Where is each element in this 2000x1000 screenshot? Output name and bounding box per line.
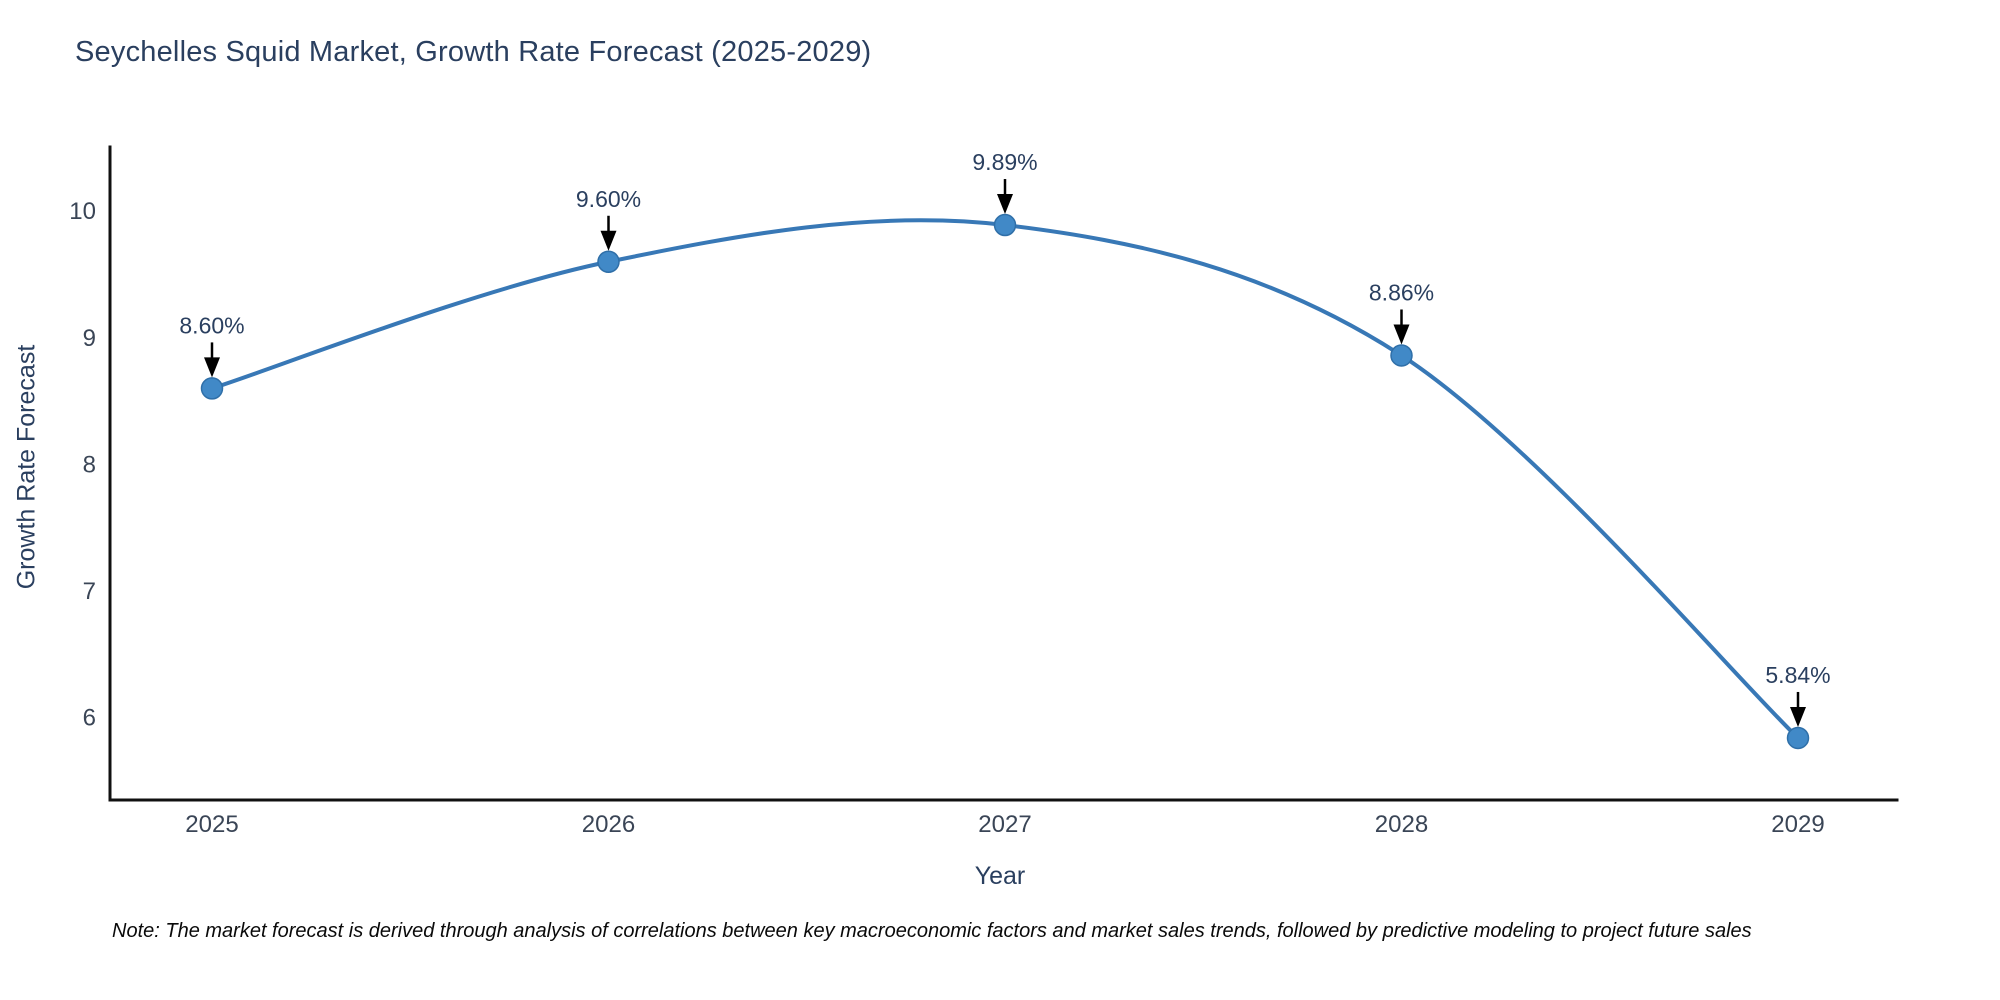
forecast-line [210, 218, 1800, 740]
footnote: Note: The market forecast is derived thr… [112, 920, 1752, 942]
point-value-label: 9.89% [972, 149, 1037, 175]
annotation-arrow-head [600, 230, 617, 251]
point-value-label: 8.86% [1369, 279, 1434, 305]
x-tick-label: 2028 [1375, 811, 1428, 838]
y-tick-label: 9 [83, 325, 96, 352]
y-tick-label: 10 [69, 198, 96, 225]
annotation-arrow-head [204, 357, 220, 378]
y-tick-label: 6 [83, 705, 96, 732]
point-value-label: 8.60% [179, 312, 244, 338]
point-value-label: 5.84% [1765, 662, 1830, 688]
y-axis-title: Growth Rate Forecast [12, 344, 41, 590]
axis-spines [108, 145, 1899, 802]
point-value-label: 9.60% [576, 186, 641, 212]
y-tick-label: 8 [83, 451, 96, 478]
data-point-2026[interactable] [597, 250, 620, 274]
annotation-arrow-head [1790, 706, 1806, 727]
data-point-2025[interactable] [200, 377, 224, 400]
x-axis-title: Year [974, 862, 1026, 890]
annotation-arrow-head [1393, 324, 1410, 345]
x-tick-label: 2026 [582, 811, 635, 838]
data-point-2027[interactable] [993, 213, 1017, 237]
x-tick-label: 2029 [1771, 811, 1824, 838]
annotation-arrow-head [997, 194, 1013, 215]
x-tick-label: 2025 [185, 811, 238, 838]
chart-title: Seychelles Squid Market, Growth Rate For… [75, 36, 872, 68]
data-point-2029[interactable] [1786, 726, 1810, 750]
x-tick-label: 2027 [978, 811, 1031, 838]
data-point-2028[interactable] [1390, 344, 1413, 367]
y-tick-label: 7 [83, 578, 96, 605]
